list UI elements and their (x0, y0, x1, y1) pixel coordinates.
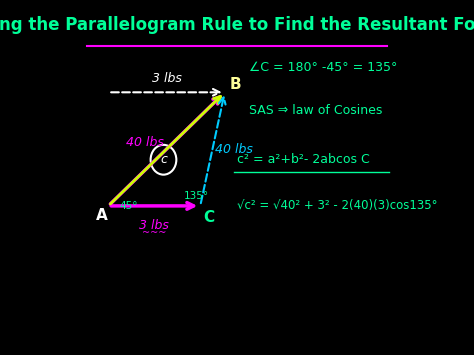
Text: c² = a²+b²- 2abcos C: c² = a²+b²- 2abcos C (237, 153, 370, 166)
Text: 135°: 135° (183, 191, 209, 201)
Text: ~~~: ~~~ (142, 228, 166, 237)
Text: c: c (160, 153, 167, 166)
Text: 40 lbs: 40 lbs (215, 143, 253, 155)
Text: 40 lbs: 40 lbs (126, 136, 164, 148)
Text: ∠C = 180° -45° = 135°: ∠C = 180° -45° = 135° (249, 61, 398, 74)
Text: A: A (96, 208, 108, 223)
Text: B: B (229, 77, 241, 92)
Text: √c² = √40² + 3² - 2(40)(3)cos135°: √c² = √40² + 3² - 2(40)(3)cos135° (237, 200, 438, 212)
Text: Using the Parallelogram Rule to Find the Resultant Force: Using the Parallelogram Rule to Find the… (0, 16, 474, 34)
Text: 3 lbs: 3 lbs (152, 72, 182, 84)
Text: SAS ⇒ law of Cosines: SAS ⇒ law of Cosines (249, 104, 383, 116)
Text: 3 lbs: 3 lbs (139, 219, 169, 232)
Text: 45°: 45° (119, 201, 137, 212)
Text: C: C (203, 210, 214, 225)
